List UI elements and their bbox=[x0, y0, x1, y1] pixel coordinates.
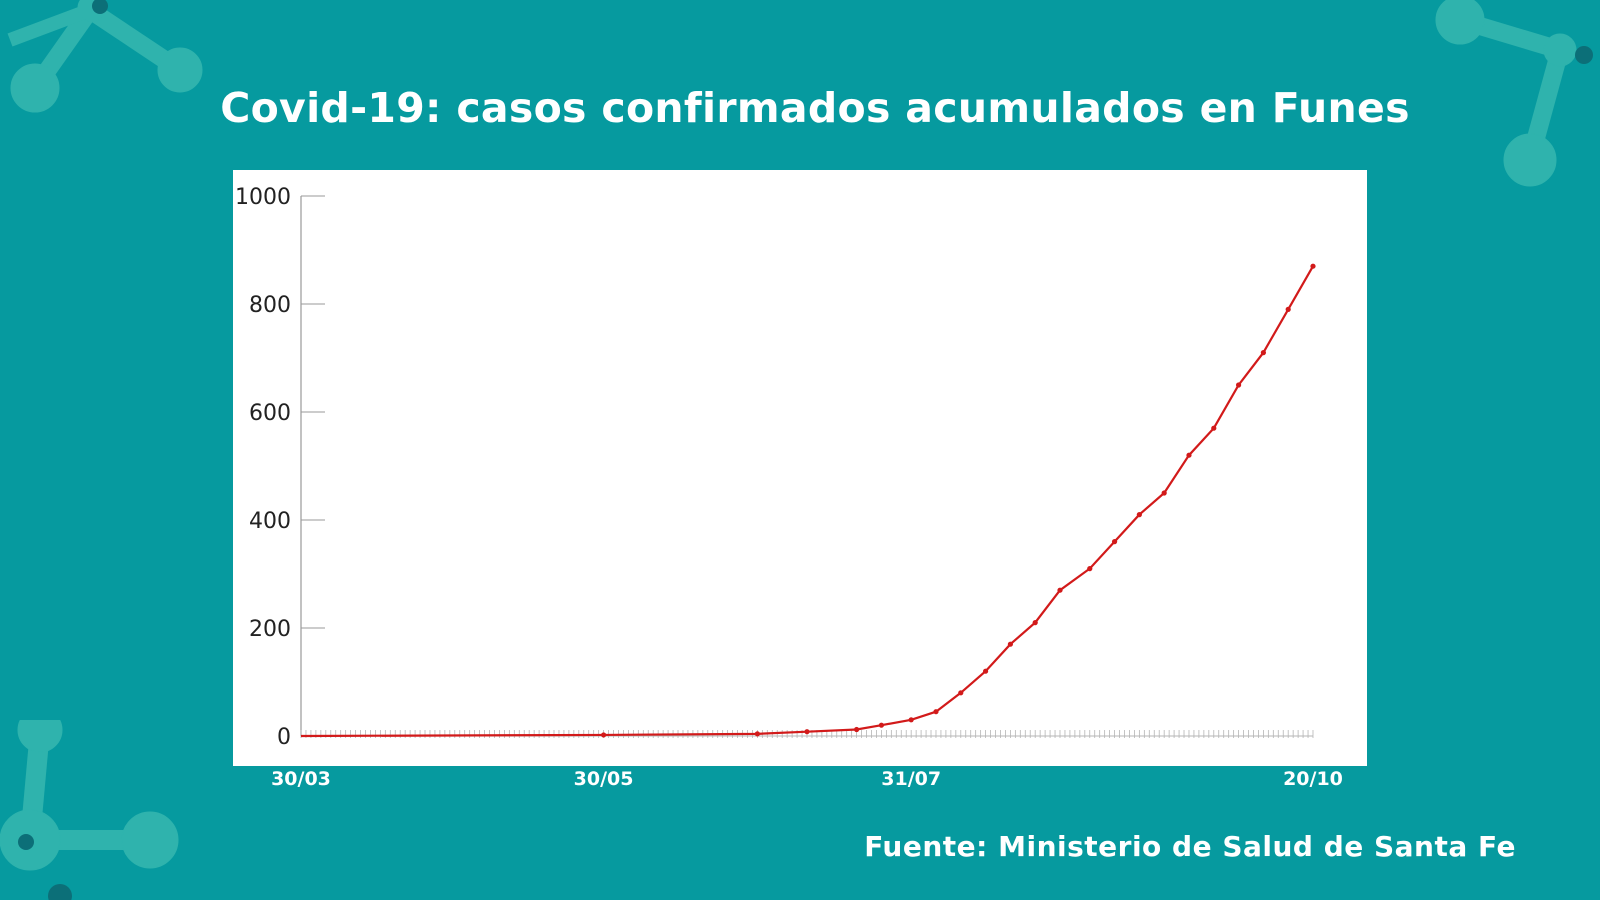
virus-decoration-bottom-left bbox=[0, 720, 179, 900]
data-point bbox=[878, 722, 885, 728]
data-point bbox=[1007, 641, 1013, 647]
data-point bbox=[933, 709, 939, 715]
y-tick-label: 0 bbox=[277, 725, 291, 750]
data-point bbox=[908, 717, 914, 723]
data-point bbox=[1260, 350, 1266, 356]
x-tick-label: 30/03 bbox=[271, 768, 331, 790]
data-point bbox=[1087, 566, 1093, 572]
data-point bbox=[958, 690, 964, 696]
data-point bbox=[1057, 587, 1063, 593]
data-point bbox=[1285, 306, 1291, 312]
data-point bbox=[1161, 490, 1167, 496]
data-point bbox=[1310, 263, 1316, 269]
data-point bbox=[804, 729, 810, 735]
chart-panel: 0 200 400 600 800 1000 bbox=[233, 170, 1367, 766]
x-tick-label: 30/05 bbox=[573, 768, 634, 790]
data-point bbox=[854, 726, 860, 733]
series-line bbox=[300, 265, 1314, 738]
data-point bbox=[1111, 539, 1118, 545]
data-point bbox=[1136, 512, 1142, 518]
data-point bbox=[1032, 620, 1038, 626]
virus-decoration-top-left bbox=[7, 0, 203, 113]
data-point bbox=[754, 731, 760, 737]
y-tick-label: 800 bbox=[249, 293, 291, 318]
line-chart: 0 200 400 600 800 1000 bbox=[235, 185, 1316, 750]
x-tick-label: 31/07 bbox=[881, 768, 942, 790]
data-point bbox=[1211, 425, 1217, 431]
y-tick-label: 400 bbox=[249, 509, 291, 534]
y-tick-label: 200 bbox=[249, 617, 291, 642]
source-note: Fuente: Ministerio de Salud de Santa Fe bbox=[864, 830, 1516, 863]
data-point bbox=[601, 732, 607, 738]
x-tick-label: 20/10 bbox=[1283, 768, 1343, 790]
slide-title: Covid-19: casos confirmados acumulados e… bbox=[220, 84, 1410, 132]
data-point bbox=[1235, 382, 1242, 388]
y-tick-label: 1000 bbox=[235, 185, 291, 210]
virus-decoration-top-right bbox=[1435, 0, 1593, 187]
data-point bbox=[982, 668, 989, 674]
y-tick-label: 600 bbox=[249, 401, 291, 426]
data-point bbox=[1186, 452, 1192, 458]
